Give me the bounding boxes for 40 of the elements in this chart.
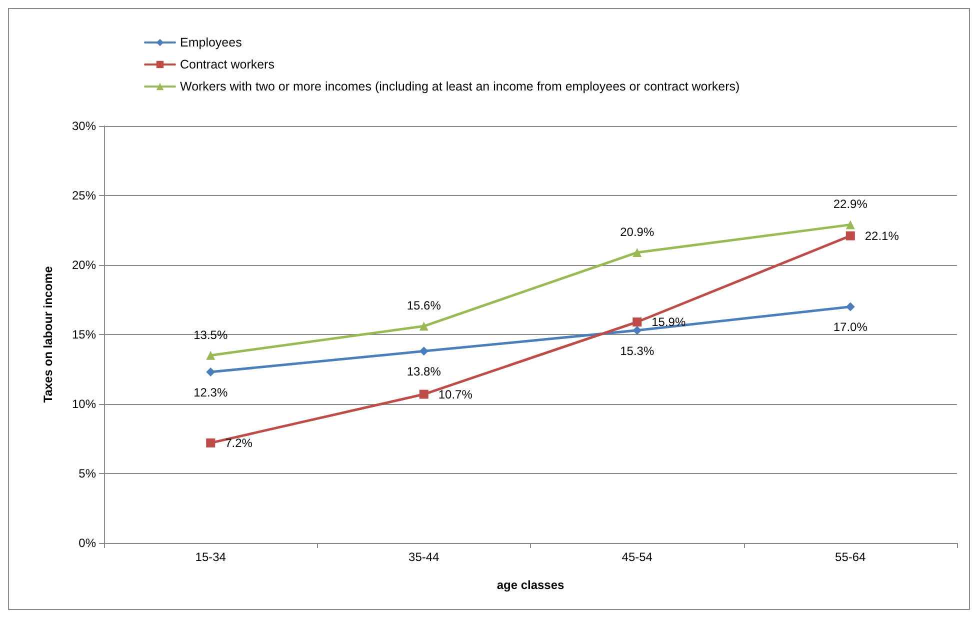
data-label: 17.0%	[833, 320, 868, 334]
x-tick-label: 55-64	[835, 550, 866, 564]
y-tick-label: 20%	[72, 258, 96, 272]
x-tick-label: 35-44	[408, 550, 440, 564]
data-label: 22.9%	[833, 197, 868, 212]
x-tick-label: 15-34	[195, 550, 226, 564]
legend-label: Contract workers	[180, 58, 274, 72]
y-tick-label: 15%	[72, 328, 96, 342]
legend-label: Employees	[180, 36, 242, 50]
y-tick-label: 0%	[78, 536, 96, 550]
data-label: 10.7%	[438, 387, 473, 402]
data-label: 15.6%	[406, 298, 442, 313]
point	[846, 220, 855, 230]
y-tick-label: 10%	[72, 397, 96, 411]
x-tick-label: 45-54	[622, 550, 653, 564]
data-label: 15.3%	[620, 344, 654, 358]
data-label: 22.1%	[864, 228, 900, 243]
y-tick-label: 5%	[78, 466, 96, 480]
legend-label: Workers with two or more incomes (including at least an income from employees or contract workers)	[180, 80, 740, 94]
point	[419, 390, 428, 399]
point	[419, 322, 428, 331]
point	[846, 231, 855, 240]
y-tick-label: 25%	[72, 188, 96, 202]
data-label: 20.9%	[620, 224, 654, 239]
point	[206, 438, 216, 448]
point	[632, 248, 642, 257]
point	[632, 326, 642, 335]
point	[846, 302, 855, 312]
point	[419, 346, 428, 356]
data-label: 12.3%	[194, 386, 228, 400]
data-label: 15.9%	[652, 314, 686, 329]
point	[206, 350, 216, 360]
point	[206, 368, 216, 377]
x-axis-title: age classes	[496, 578, 565, 592]
data-label: 13.5%	[194, 328, 228, 342]
data-label: 7.2%	[225, 436, 253, 450]
y-axis-title: Taxes on labour income	[41, 266, 55, 403]
point	[632, 317, 642, 326]
data-label: 13.8%	[406, 364, 442, 379]
y-tick-label: 30%	[72, 119, 96, 133]
